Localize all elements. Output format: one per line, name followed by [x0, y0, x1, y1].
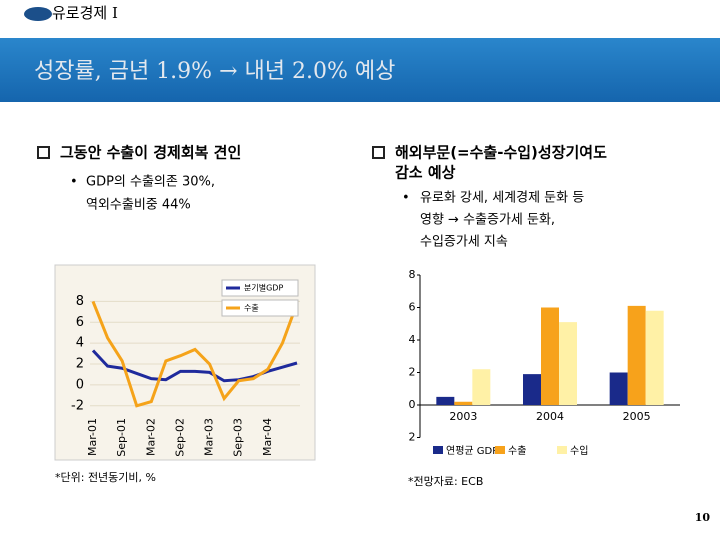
left-sub: 역외수출비중 44% — [86, 198, 191, 213]
legend-swatch — [557, 446, 567, 454]
legend-label: 분기별GDP — [244, 283, 283, 293]
legend-box — [221, 299, 299, 317]
right-sub: 영향 → 수출증가세 둔화, — [420, 213, 555, 228]
dot: • — [70, 175, 78, 190]
legend-label: 수입 — [570, 444, 588, 457]
bar — [609, 372, 628, 405]
x-tick-label: Mar-01 — [86, 418, 99, 456]
legend-swatch — [433, 446, 443, 454]
bar — [627, 305, 646, 405]
bar — [523, 374, 541, 405]
bullet-icon — [37, 146, 50, 159]
x-tick-label: Mar-03 — [203, 418, 216, 456]
y-tick-label: 4 — [409, 333, 416, 346]
y-tick-label: 0 — [409, 398, 416, 411]
right-bullet: 해외부문(=수출-수입)성장기여도 — [395, 144, 607, 162]
right-bullet: 감소 예상 — [395, 164, 456, 182]
dot: • — [402, 191, 410, 206]
x-tick-label: 2005 — [623, 410, 651, 423]
title: 성장률, 금년 1.9% → 내년 2.0% 예상 — [34, 59, 395, 84]
right-note: *전망자료: ECB — [408, 475, 483, 488]
legend-swatch — [495, 446, 505, 454]
right-sub: 유로화 강세, 세계경제 둔화 등 — [420, 191, 584, 206]
x-tick-label: Mar-04 — [261, 418, 274, 456]
logo — [24, 7, 52, 21]
bar — [559, 322, 577, 405]
series-line — [91, 300, 299, 408]
y-tick-label: -2 — [71, 398, 84, 413]
y-tick-label: 0 — [76, 377, 84, 392]
y-tick-label: 2 — [409, 431, 416, 444]
y-tick-label: 8 — [409, 268, 416, 281]
bar — [472, 369, 491, 405]
y-tick-label: 6 — [76, 315, 84, 330]
x-tick-label: 2003 — [449, 410, 477, 423]
right-sub: 수입증가세 지속 — [420, 235, 508, 250]
bar — [454, 401, 473, 405]
bar — [645, 310, 664, 405]
left-bullet: 그동안 수출이 경제회복 견인 — [60, 144, 241, 162]
y-tick-label: 2 — [409, 366, 416, 379]
legend-label: 연평균 GDP — [446, 445, 498, 457]
header: 유로경제 I — [52, 4, 118, 22]
left-note: *단위: 전년동기비, % — [55, 471, 156, 484]
y-tick-label: 6 — [409, 301, 416, 314]
x-tick-label: 2004 — [536, 410, 564, 423]
bar — [541, 307, 559, 405]
x-tick-label: Sep-02 — [173, 418, 186, 457]
left-sub: GDP의 수출의존 30%, — [86, 175, 215, 190]
x-tick-label: Sep-03 — [232, 418, 245, 457]
bar — [436, 396, 455, 405]
y-tick-label: 2 — [76, 357, 84, 372]
bullet-icon — [372, 146, 385, 159]
title-band — [0, 38, 720, 102]
y-tick-label: 8 — [76, 294, 84, 309]
legend-box — [221, 279, 299, 297]
x-tick-label: Sep-01 — [115, 418, 128, 457]
legend-label: 수출 — [508, 445, 526, 457]
legend-label: 수출 — [244, 303, 259, 313]
y-tick-label: 4 — [76, 336, 84, 351]
page-number: 10 — [695, 511, 711, 524]
x-tick-label: Mar-02 — [144, 418, 157, 456]
